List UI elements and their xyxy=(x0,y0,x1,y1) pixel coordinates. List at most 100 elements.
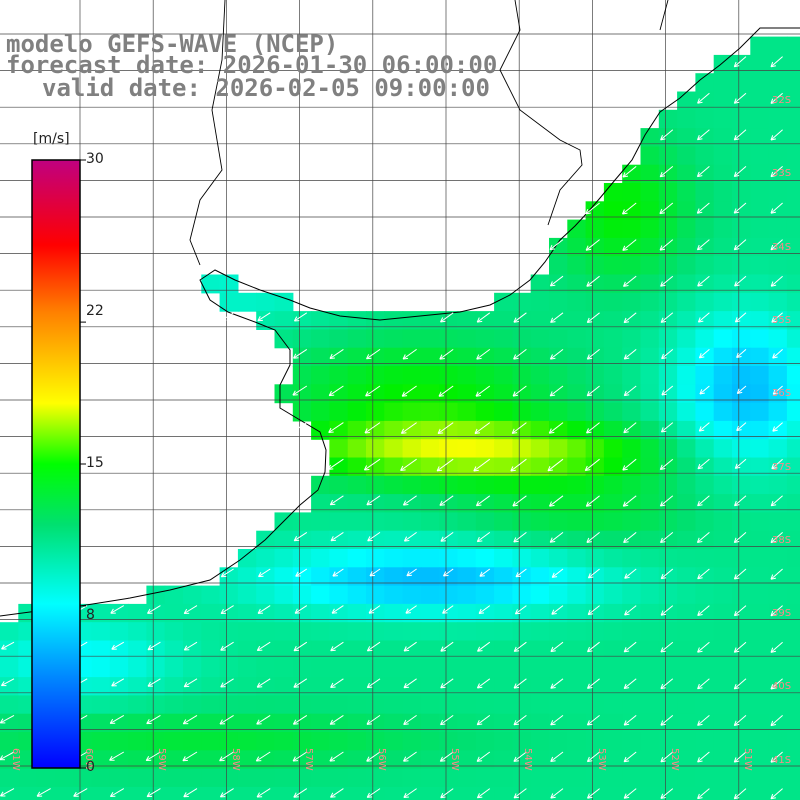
border-line xyxy=(499,0,583,226)
wind-cell xyxy=(768,183,788,202)
wind-cell xyxy=(640,274,660,294)
wind-arrow xyxy=(475,495,491,507)
colorbar xyxy=(31,159,86,769)
wind-cell xyxy=(54,768,74,788)
wind-cell xyxy=(786,109,800,129)
wind-cell xyxy=(768,603,788,623)
wind-arrow xyxy=(660,641,674,653)
wind-arrow xyxy=(660,605,674,616)
wind-cell xyxy=(457,603,477,623)
wind-cell xyxy=(329,677,349,696)
wind-cell xyxy=(786,311,800,330)
wind-cell xyxy=(475,640,495,660)
wind-cell xyxy=(786,494,800,513)
wind-cell xyxy=(622,603,642,623)
wind-cell xyxy=(475,311,495,330)
wind-cell xyxy=(311,549,330,568)
wind-cell xyxy=(768,347,788,367)
wind-cell xyxy=(366,549,385,568)
wind-cell xyxy=(567,274,587,294)
wind-cell xyxy=(384,732,404,751)
wind-cell xyxy=(750,658,770,678)
wind-cell xyxy=(768,109,788,129)
wind-arrow xyxy=(329,714,344,725)
wind-cell xyxy=(311,750,330,770)
wind-cell xyxy=(530,366,550,385)
wind-arrow xyxy=(219,788,234,798)
wind-cell xyxy=(146,732,166,751)
wind-cell xyxy=(347,402,367,422)
wind-cell xyxy=(585,695,605,715)
wind-arrow xyxy=(586,275,600,287)
wind-arrow xyxy=(586,312,600,323)
wind-arrow xyxy=(146,788,161,798)
wind-arrow xyxy=(659,458,674,470)
wind-cell xyxy=(329,768,349,788)
wind-arrow xyxy=(476,678,491,689)
lat-label: 39S xyxy=(772,608,791,619)
wind-cell xyxy=(750,219,770,239)
wind-cell xyxy=(329,658,349,678)
wind-cell xyxy=(567,695,587,715)
wind-cell xyxy=(603,585,623,605)
wind-cell xyxy=(713,786,733,800)
wind-cell xyxy=(494,768,513,788)
wind-cell xyxy=(658,128,678,147)
wind-arrow xyxy=(623,678,637,689)
wind-cell xyxy=(585,732,605,751)
wind-cell xyxy=(402,420,422,440)
wind-arrow xyxy=(770,788,783,800)
wind-cell xyxy=(713,420,733,440)
wind-cell xyxy=(91,622,111,642)
wind-cell xyxy=(366,530,385,550)
wind-cell xyxy=(146,658,166,678)
wind-cell xyxy=(219,768,239,788)
wind-cell xyxy=(274,640,294,660)
wind-cell xyxy=(439,457,459,477)
wind-cell xyxy=(329,457,349,477)
wind-cell xyxy=(768,329,788,349)
wind-cell xyxy=(768,677,788,696)
wind-cell xyxy=(677,311,696,330)
wind-cell xyxy=(603,549,623,568)
wind-cell xyxy=(677,622,696,642)
wind-arrow xyxy=(734,275,747,287)
wind-cell xyxy=(347,311,367,330)
wind-cell xyxy=(549,475,568,495)
wind-cell xyxy=(329,420,349,440)
wind-cell xyxy=(695,73,715,93)
wind-cell xyxy=(439,603,459,623)
wind-cell xyxy=(146,750,166,770)
wind-arrow xyxy=(770,166,783,178)
wind-cell xyxy=(549,768,568,788)
wind-cell xyxy=(347,549,367,568)
wind-cell xyxy=(384,640,404,660)
wind-cell xyxy=(640,183,660,202)
wind-cell xyxy=(622,585,642,605)
wind-cell xyxy=(585,384,605,404)
wind-cell xyxy=(219,622,239,642)
wind-cell xyxy=(183,750,202,770)
wind-cell xyxy=(768,91,788,111)
wind-cell xyxy=(768,36,788,56)
wind-cell xyxy=(366,512,385,532)
wind-cell xyxy=(274,695,294,715)
wind-cell xyxy=(567,420,587,440)
wind-cell xyxy=(677,420,696,440)
wind-cell xyxy=(183,585,202,605)
wind-cell xyxy=(146,677,166,696)
wind-arrow xyxy=(368,605,381,614)
wind-arrow xyxy=(623,312,637,324)
wind-cell xyxy=(732,750,751,770)
wind-cell xyxy=(750,237,770,257)
wind-cell xyxy=(768,567,788,587)
wind-cell xyxy=(109,640,129,660)
wind-cell xyxy=(512,695,532,715)
wind-cell xyxy=(732,640,751,660)
wind-arrow xyxy=(550,751,564,762)
wind-cell xyxy=(750,109,770,129)
wind-arrow xyxy=(402,495,417,506)
wind-arrow xyxy=(624,568,637,579)
wind-cell xyxy=(494,695,513,715)
wind-cell xyxy=(494,750,513,770)
